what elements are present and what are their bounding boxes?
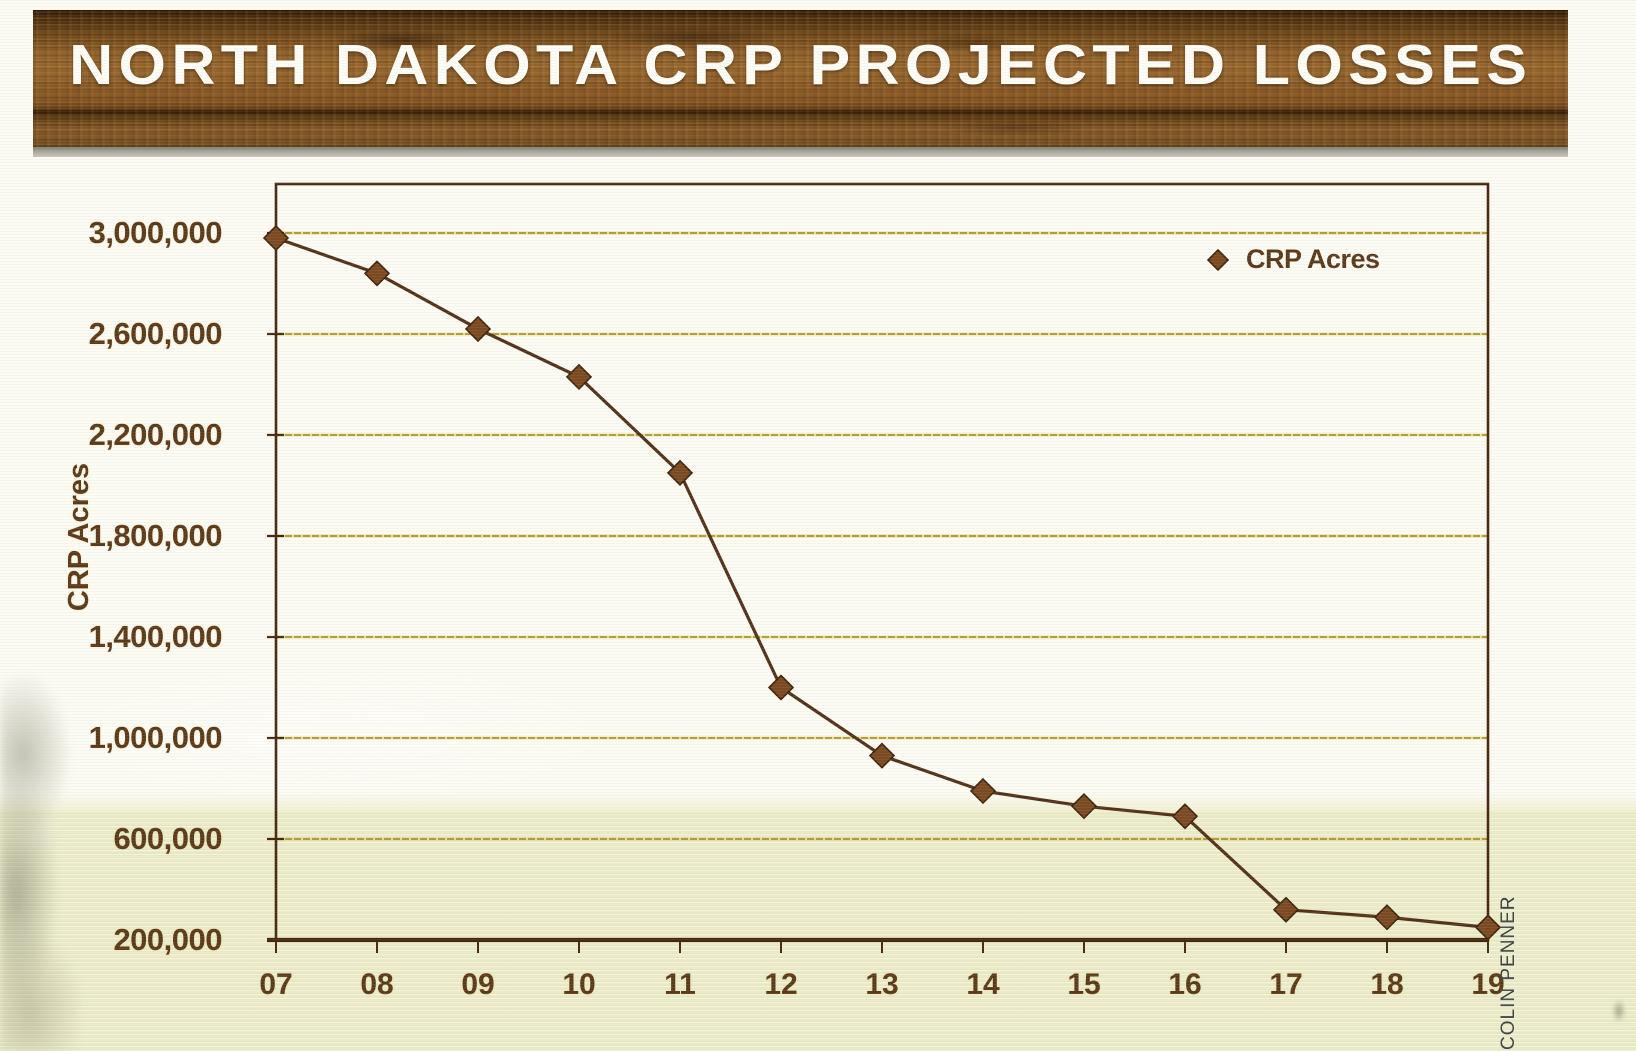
title-banner: NORTH DAKOTA CRP PROJECTED LOSSES [33, 10, 1568, 147]
data-point-marker [666, 459, 694, 487]
page-bottom-tint [0, 812, 1636, 1051]
data-point-marker [767, 674, 795, 701]
x-tick-label: 09 [461, 968, 495, 1001]
data-point-marker [565, 363, 593, 391]
data-point-marker [262, 224, 290, 252]
x-tick-label: 17 [1269, 968, 1303, 1001]
faded-photo-highlight [90, 630, 710, 820]
data-point-marker [464, 315, 492, 343]
y-tick-label: 2,200,000 [88, 417, 223, 452]
plot-border [274, 182, 1490, 942]
legend-label: CRP Acres [1246, 244, 1380, 274]
page-tint-fade [0, 790, 1636, 816]
faded-photo-fragment [0, 655, 115, 1051]
data-point-marker [1171, 803, 1199, 830]
x-tick-label: 18 [1370, 968, 1404, 1001]
y-tick-label: 2,600,000 [88, 316, 223, 351]
y-tick-label: 1,400,000 [88, 619, 223, 654]
data-point-marker [969, 777, 997, 805]
y-tick-label: 1,000,000 [88, 720, 223, 755]
y-axis-title: CRP Acres [63, 462, 95, 612]
x-tick-label: 14 [966, 968, 1000, 1001]
legend-diamond-icon [1206, 248, 1230, 271]
y-tick-label: 600,000 [113, 821, 222, 856]
y-tick-label: 1,800,000 [88, 518, 223, 553]
data-point-marker [1272, 896, 1300, 923]
banner-bottom-strip [33, 147, 1568, 157]
y-tick-label: 200,000 [113, 922, 222, 957]
data-point-marker [1474, 914, 1502, 941]
x-tick-label: 11 [664, 968, 696, 1001]
data-point-marker [363, 260, 391, 287]
x-tick-label: 08 [360, 968, 394, 1001]
y-tick-label: 3,000,000 [88, 215, 223, 250]
x-tick-label: 07 [259, 968, 293, 1001]
data-point-marker [868, 742, 896, 769]
data-point-marker [1373, 904, 1401, 931]
data-line [275, 236, 1489, 929]
x-tick-label: 10 [562, 968, 596, 1001]
x-tick-label: 13 [865, 968, 899, 1001]
data-point-marker [1070, 793, 1098, 820]
legend: CRP Acres [1204, 244, 1380, 275]
x-tick-label: 12 [764, 968, 798, 1001]
x-tick-label: 19 [1471, 968, 1505, 1001]
x-tick-label: 16 [1168, 968, 1202, 1001]
page-title: NORTH DAKOTA CRP PROJECTED LOSSES [68, 33, 1533, 97]
photo-credit: COLIN PENNER [1498, 895, 1519, 1050]
x-tick-label: 15 [1067, 968, 1101, 1001]
photo-speck [1610, 995, 1628, 1027]
